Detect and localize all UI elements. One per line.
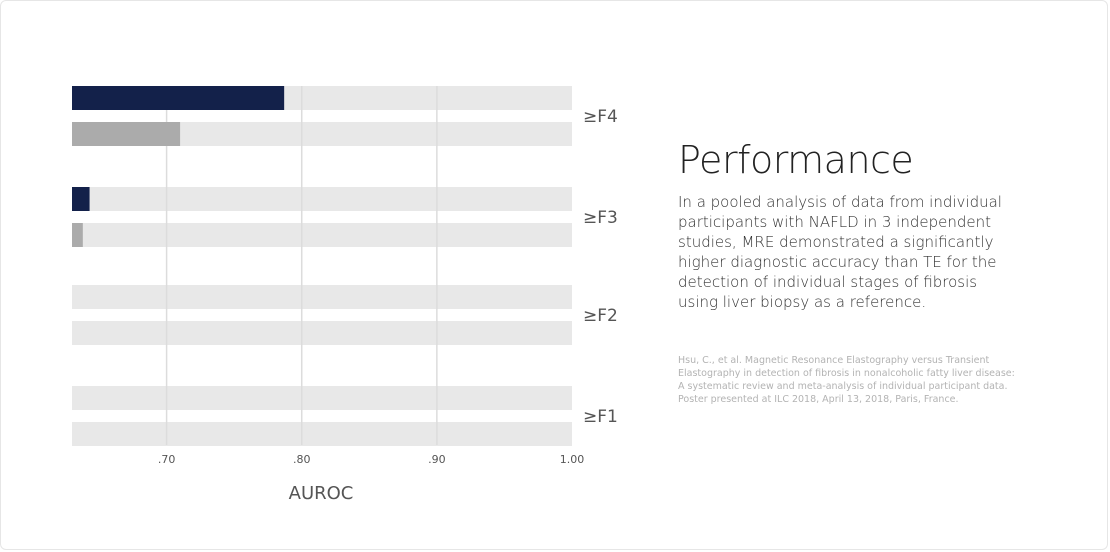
x-tick-label: .70 bbox=[158, 453, 176, 466]
bar-track bbox=[72, 187, 572, 211]
data-bar bbox=[72, 223, 83, 247]
data-bar bbox=[72, 122, 181, 146]
page-title: Performance bbox=[678, 138, 914, 182]
x-tick-label: 1.00 bbox=[560, 453, 585, 466]
category-label: ≥F4 bbox=[583, 107, 618, 127]
bar-track bbox=[72, 321, 572, 345]
category-label: ≥F3 bbox=[583, 208, 618, 228]
citation-text: Hsu, C., et al. Magnetic Resonance Elast… bbox=[678, 355, 1015, 405]
x-tick-label: .80 bbox=[293, 453, 311, 466]
data-bar bbox=[72, 86, 285, 110]
x-axis-title: AUROC bbox=[289, 483, 354, 504]
bar-track bbox=[72, 285, 572, 309]
bar-track bbox=[72, 422, 572, 446]
x-tick-label: .90 bbox=[428, 453, 446, 466]
bar-track bbox=[72, 223, 572, 247]
bar-track bbox=[72, 386, 572, 410]
category-label: ≥F2 bbox=[583, 306, 618, 326]
text-panel: Performance In a pooled analysis of data… bbox=[678, 138, 1018, 406]
auroc-bar-chart: ≥F4 ≥F3 ≥F2 ≥F1 .70 .80 .90 1.00 AUROC bbox=[72, 86, 618, 504]
data-bar bbox=[72, 187, 90, 211]
category-label: ≥F1 bbox=[583, 407, 618, 427]
summary-paragraph: In a pooled analysis of data from indivi… bbox=[678, 193, 1002, 311]
